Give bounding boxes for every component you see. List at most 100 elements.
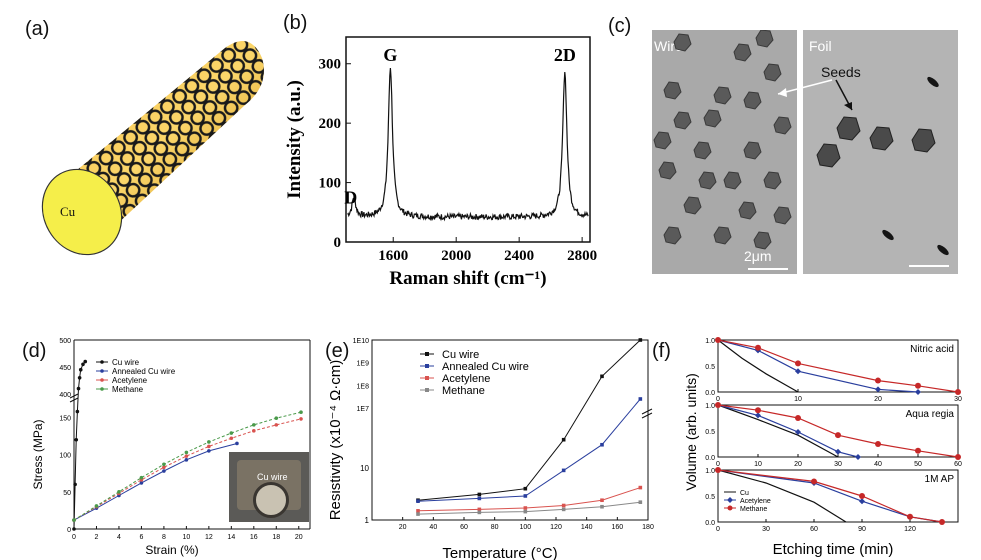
data-point	[207, 440, 211, 444]
data-point	[915, 382, 921, 389]
scale-bar	[748, 268, 788, 270]
data-point	[207, 449, 211, 453]
data-point	[795, 415, 801, 421]
data-point	[184, 454, 189, 458]
data-point	[274, 416, 279, 420]
data-point	[81, 362, 85, 367]
seed-crystal	[673, 33, 692, 52]
y-tick-label: 1.0	[705, 403, 715, 410]
data-point	[477, 492, 482, 497]
data-point	[638, 338, 643, 342]
y-axis-label: Volume (arb. units)	[683, 373, 699, 491]
seeds-label: Seeds	[821, 64, 861, 80]
y-tick-label: 0.5	[705, 494, 715, 501]
data-point	[523, 509, 528, 514]
data-point	[229, 436, 234, 441]
graphene-wire-illustration: Cu	[41, 40, 264, 256]
data-point	[855, 454, 861, 460]
y-tick-label: 0.0	[705, 520, 715, 527]
legend-marker	[100, 360, 104, 364]
y-tick-label: 1.0	[705, 338, 715, 345]
series-line-cu	[717, 339, 799, 393]
data-point	[117, 490, 121, 494]
y-axis-label: Stress (MPa)	[31, 419, 45, 489]
data-point	[715, 337, 721, 343]
data-point	[561, 468, 566, 473]
legend-label: Acetylene	[442, 373, 490, 385]
subplot-title: Nitric acid	[910, 344, 954, 355]
plot-frame	[371, 339, 649, 521]
series-line-acetylene	[417, 487, 641, 512]
data-point	[252, 423, 256, 427]
axis-break	[641, 408, 653, 415]
data-point	[600, 504, 604, 509]
sem-wire-image: Wire 2μm	[652, 30, 797, 274]
seed-crystal	[713, 86, 732, 105]
data-point	[875, 441, 881, 447]
y-tick-label: 1E9	[357, 361, 370, 368]
series-line-methane	[417, 501, 641, 515]
legend-marker	[100, 378, 104, 382]
seed-crystal	[703, 109, 722, 128]
legend-label: Annealed Cu wire	[112, 367, 176, 376]
y-tick-label: 1.0	[705, 468, 715, 475]
x-tick-label: 60	[460, 524, 468, 531]
data-point	[77, 376, 82, 380]
data-point	[561, 437, 566, 442]
x-tick-label: 2	[95, 534, 99, 541]
series-line-annealed-cu-wire	[73, 443, 238, 521]
peak-annotation: G	[383, 45, 397, 65]
x-tick-label: 40	[874, 461, 882, 468]
legend-marker	[425, 376, 429, 380]
raman-chart: 1600 2000 2400 2800 0 100 200 300 D G 2D Raman shif…	[284, 36, 597, 289]
y-tick-label: 100	[319, 176, 342, 192]
data-point	[955, 389, 961, 395]
x-tick-label: 16	[250, 534, 258, 541]
x-tick-label: 2800	[567, 248, 597, 264]
data-point	[83, 359, 88, 364]
data-point	[939, 519, 945, 525]
data-point	[72, 518, 76, 522]
subplot-title: 1M AP	[925, 474, 955, 485]
data-point	[184, 450, 189, 455]
seed-crystal	[693, 141, 712, 160]
legend-label: Methane	[112, 385, 144, 394]
cu-end-face	[41, 168, 123, 256]
legend-marker	[425, 388, 429, 392]
data-point	[477, 507, 482, 512]
y-tick-label: 100	[59, 453, 71, 460]
dark-spot	[927, 76, 939, 88]
x-tick-label: 30	[762, 526, 770, 533]
data-point	[229, 431, 234, 435]
data-point	[638, 397, 643, 401]
data-point	[811, 478, 817, 485]
panel-label-e: (e)	[325, 340, 350, 362]
data-point	[715, 467, 721, 473]
data-point	[139, 481, 144, 485]
x-tick-label: 4	[117, 534, 121, 541]
seed-crystal	[658, 161, 677, 180]
y-tick-label: 400	[59, 392, 71, 399]
legend-marker	[727, 497, 733, 503]
data-point	[755, 412, 761, 419]
y-tick-label: 0	[67, 527, 71, 534]
seed-crystal	[763, 63, 782, 82]
x-tick-label: 90	[858, 526, 866, 533]
panel-label-a: (a)	[25, 18, 50, 40]
data-point	[274, 423, 279, 427]
data-point	[162, 465, 166, 470]
y-tick-label: 1E10	[353, 338, 369, 345]
peak-annotation: D	[344, 187, 357, 207]
data-point	[73, 482, 77, 487]
series-line-acetylene	[717, 339, 919, 393]
seed-crystal	[816, 143, 841, 168]
seed-crystal	[698, 171, 717, 190]
data-point	[600, 374, 604, 379]
y-tick-label: 0.5	[705, 429, 715, 436]
x-tick-label: 10	[182, 534, 190, 541]
x-tick-label: 40	[429, 524, 437, 531]
x-tick-label: 0	[716, 396, 720, 403]
data-point	[715, 402, 721, 408]
legend-marker	[100, 369, 104, 373]
seeds-arrows	[777, 79, 853, 111]
